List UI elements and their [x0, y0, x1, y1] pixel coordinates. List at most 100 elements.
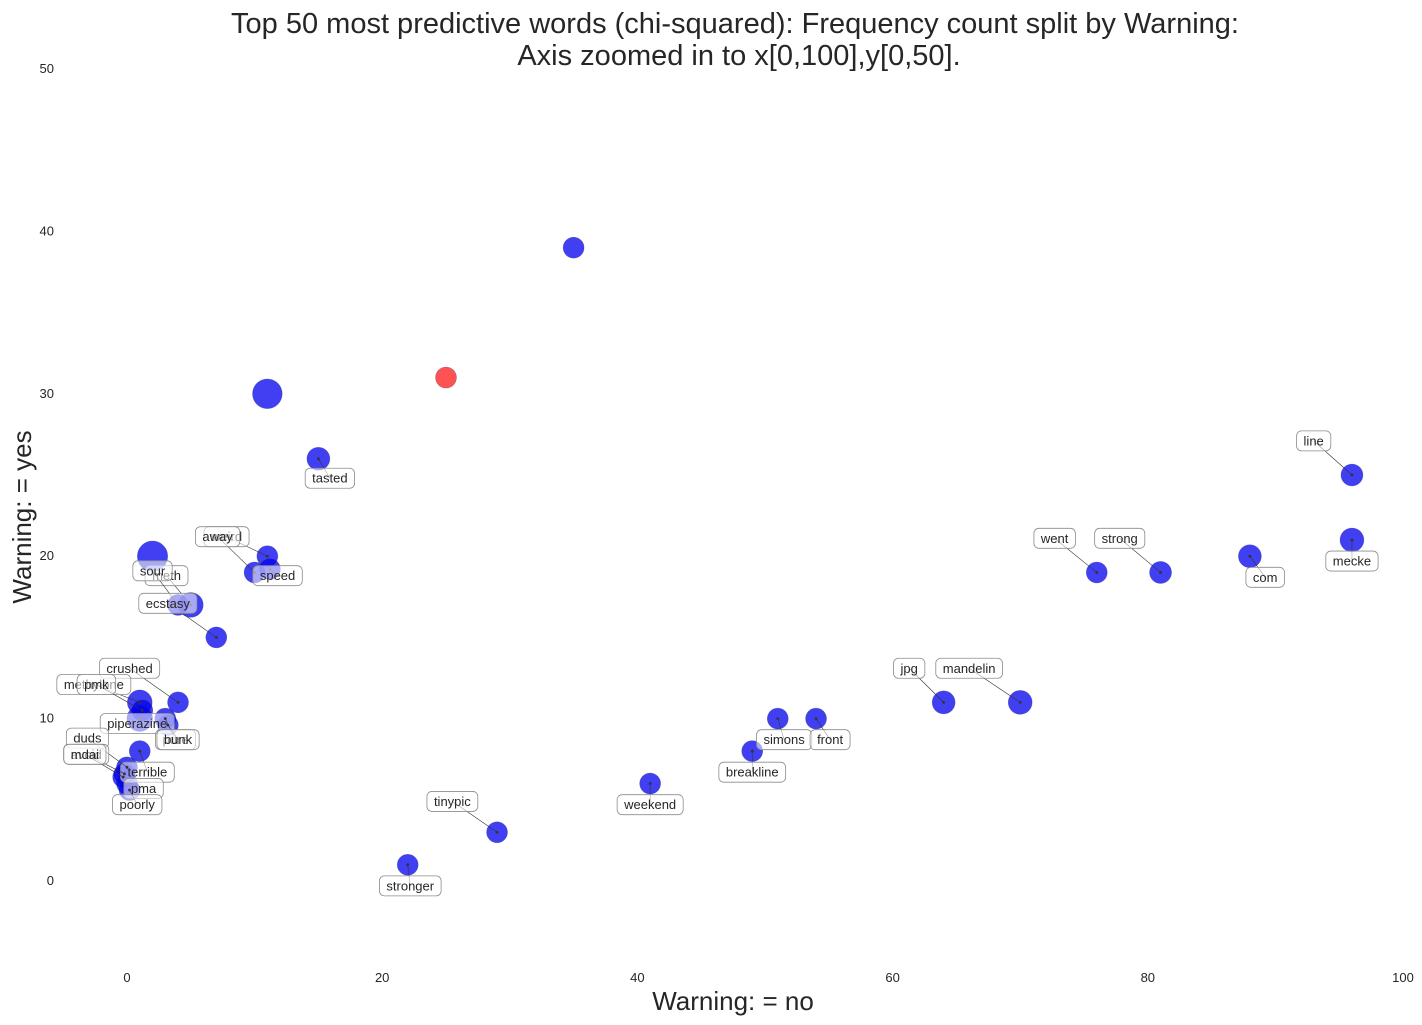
- annotation-arrow-head: [214, 636, 218, 639]
- data-point: [562, 236, 585, 259]
- annotation-label: sour: [140, 563, 166, 578]
- annotation-arrow-head: [163, 717, 167, 720]
- annotation: mdai: [63, 743, 125, 779]
- annotation-box: [304, 467, 355, 489]
- annotation: tasted: [304, 457, 355, 489]
- annotation-arrow-head: [1095, 571, 1099, 574]
- y-tick-label: 10: [40, 711, 54, 726]
- annotation-label: pma: [131, 781, 157, 796]
- chart-subtitle: Axis zoomed in to x[0,100],y[0,50].: [517, 40, 960, 72]
- annotation-label: mdai: [71, 747, 99, 762]
- annotation: bunk: [156, 723, 200, 751]
- annotation: jpg: [893, 657, 946, 704]
- annotation-label: ecstasy: [146, 596, 191, 611]
- annotation-arrow-head: [648, 782, 652, 785]
- y-tick-label: 40: [40, 223, 54, 238]
- y-axis-ticks: 0 10 20 30 40 50: [40, 61, 54, 888]
- annotation-label: simons: [764, 732, 806, 747]
- y-tick-label: 0: [47, 873, 54, 888]
- y-tick-label: 50: [40, 61, 54, 76]
- annotation-box: [76, 674, 117, 695]
- y-tick-label: 20: [40, 548, 54, 563]
- annotation-label: tasted: [312, 471, 347, 486]
- annotation-arrow-head: [1350, 538, 1354, 542]
- annotation-arrow-head: [123, 772, 126, 776]
- annotation-box: [1094, 527, 1146, 549]
- annotation-label: pmk: [84, 677, 109, 692]
- annotation: poorly: [112, 788, 163, 816]
- annotation-label: com: [1253, 570, 1278, 585]
- annotation-box: [809, 729, 851, 751]
- annotation: front: [809, 717, 851, 751]
- annotation: sour: [132, 560, 180, 607]
- annotation: weekend: [616, 782, 684, 816]
- annotation-label: bunk: [164, 732, 193, 747]
- annotation: stronger: [379, 863, 442, 897]
- annotation-label: speed: [260, 568, 295, 583]
- annotation-label: tinypic: [434, 794, 471, 809]
- annotation-arrow-head: [138, 700, 142, 704]
- annotation-label: piperazine: [107, 716, 167, 731]
- annotation-box: [893, 657, 926, 679]
- annotation-label: mandelin: [943, 661, 996, 676]
- annotation-arrow-head: [406, 863, 410, 867]
- annotation-label: mecke: [1333, 554, 1371, 569]
- annotation-arrow-head: [138, 749, 142, 753]
- annotation-arrow-head: [128, 788, 131, 792]
- annotation: mandelin: [935, 657, 1022, 704]
- x-axis-ticks: 0 20 40 60 80 100: [123, 970, 1413, 985]
- annotation-box: [1033, 527, 1076, 549]
- annotation-label: crushed: [106, 661, 152, 676]
- annotation: crushed: [99, 657, 180, 704]
- annotation-box: [63, 743, 107, 765]
- annotation-arrow-head: [814, 717, 818, 720]
- annotation-arrow-head: [121, 775, 125, 779]
- y-axis-label: Warning: = yes: [7, 430, 37, 603]
- annotation-arrow-head: [265, 554, 269, 558]
- annotation: piperazine: [99, 713, 175, 734]
- annotation-box: [112, 794, 163, 816]
- annotation-arrow-head: [1018, 700, 1022, 704]
- annotation: away: [195, 526, 256, 574]
- data-point: [252, 378, 283, 409]
- annotation-box: [379, 875, 442, 897]
- annotation: strong: [1094, 527, 1162, 574]
- annotation: pmk: [76, 674, 144, 712]
- x-tick-label: 0: [123, 970, 130, 985]
- annotation: went: [1033, 527, 1099, 574]
- annotation: line: [1296, 430, 1354, 477]
- annotation-arrow-head: [1350, 473, 1354, 477]
- annotation-label: weekend: [623, 797, 676, 812]
- annotation: mecke: [1325, 538, 1379, 572]
- chart-title: Top 50 most predictive words (chi-square…: [231, 8, 1239, 40]
- annotation-label: terrible: [128, 765, 168, 780]
- annotation-arrow-head: [125, 765, 129, 769]
- annotation-box: [1325, 550, 1379, 572]
- annotation: speed: [252, 565, 303, 587]
- annotation-arrow-head: [495, 830, 499, 834]
- annotation-label: poorly: [119, 797, 155, 812]
- annotation: ecstasy: [138, 592, 218, 639]
- annotation: com: [1245, 554, 1285, 588]
- annotation-box: [718, 761, 787, 783]
- annotation-box: [252, 565, 303, 587]
- x-tick-label: 80: [1141, 970, 1155, 985]
- annotation-label: front: [817, 732, 843, 747]
- annotation-arrow-head: [317, 457, 320, 461]
- annotation-arrow-head: [176, 700, 180, 704]
- annotation: terrible: [120, 749, 175, 783]
- annotation-box: [156, 729, 200, 751]
- y-tick-label: 30: [40, 386, 54, 401]
- x-axis-label: Warning: = no: [652, 986, 814, 1016]
- annotation-box: [195, 526, 241, 548]
- annotation-label: breakline: [726, 765, 779, 780]
- data-point: [435, 366, 457, 389]
- annotation-box: [1296, 430, 1332, 452]
- x-tick-label: 20: [375, 970, 389, 985]
- annotation-label: went: [1040, 531, 1069, 546]
- annotation-arrow-head: [1159, 571, 1162, 574]
- annotation-box: [616, 794, 684, 816]
- annotation-label: away: [202, 529, 233, 544]
- annotation-box: [132, 560, 173, 582]
